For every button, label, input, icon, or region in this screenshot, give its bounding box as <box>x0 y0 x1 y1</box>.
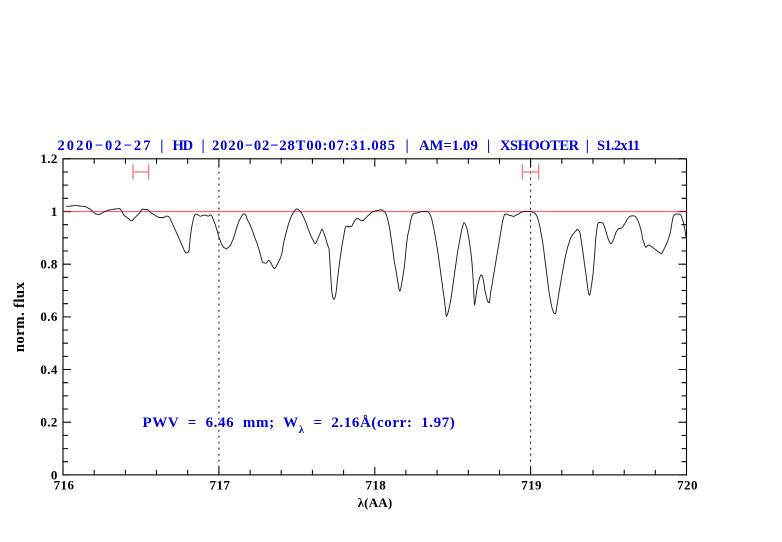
svg-text:2020−02−27|HD|2020−02−28T00:07: 2020−02−27 | HD | 2020−02−28T00:07:31.085 | AM… <box>58 138 640 154</box>
svg-text:0.6: 0.6 <box>40 309 58 324</box>
svg-text:718: 718 <box>365 477 386 492</box>
svg-text:1: 1 <box>51 204 58 219</box>
svg-text:λ(AA): λ(AA) <box>358 495 393 510</box>
svg-text:PWV = 6.46 mm; Wλ = 2.16: PWV = 6.46 mm; Wλ = 2.16Å(corr: 1.97) <box>143 415 456 436</box>
svg-text:0.2: 0.2 <box>40 415 57 430</box>
svg-text:0: 0 <box>51 467 58 482</box>
svg-text:716: 716 <box>54 477 75 492</box>
svg-text:717: 717 <box>210 477 231 492</box>
svg-text:720: 720 <box>677 477 698 492</box>
svg-text:0.4: 0.4 <box>40 362 58 377</box>
svg-text:719: 719 <box>521 477 542 492</box>
svg-text:1.2: 1.2 <box>40 151 57 166</box>
svg-text:norm. flux: norm. flux <box>12 282 28 353</box>
svg-text:0.8: 0.8 <box>40 257 58 272</box>
